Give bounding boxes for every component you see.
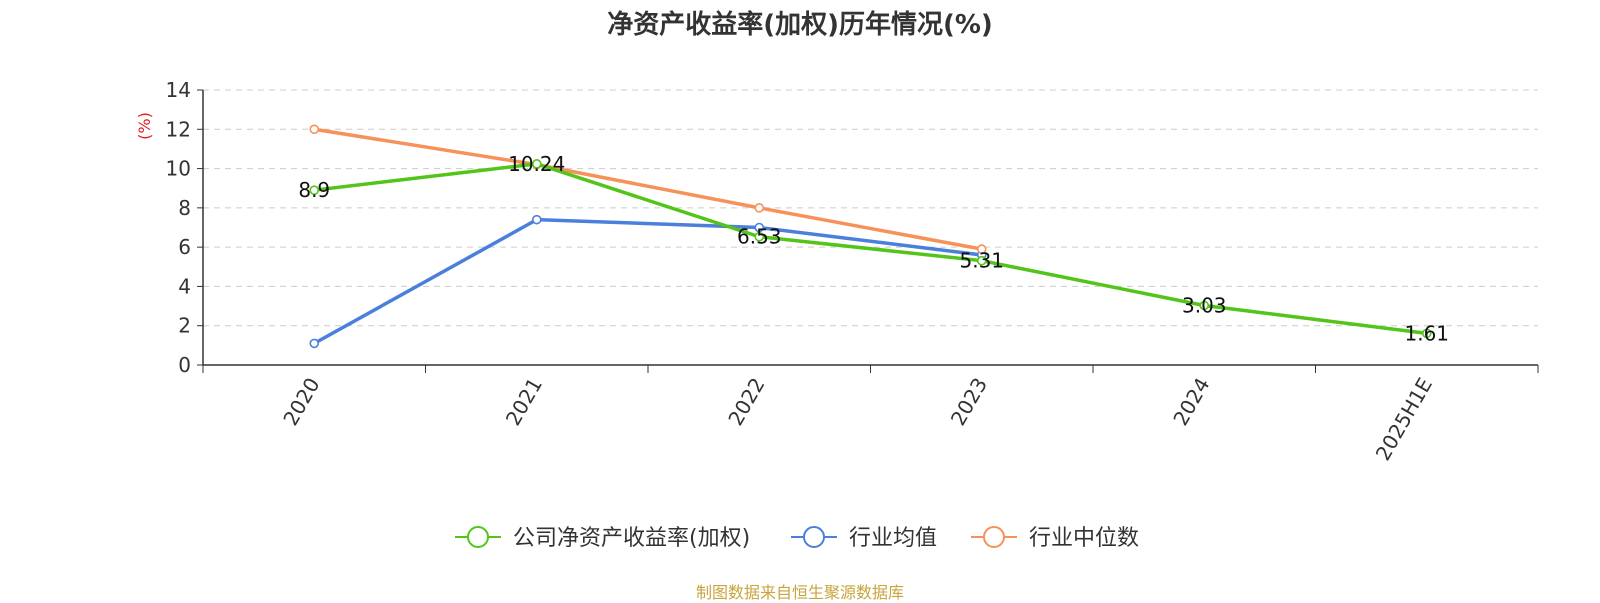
x-tick-label: 2025H1E xyxy=(1371,374,1437,465)
data-label: 6.53 xyxy=(737,225,782,249)
x-tick-label: 2023 xyxy=(946,374,992,430)
legend-label: 行业中位数 xyxy=(1029,526,1139,551)
y-tick-label: 14 xyxy=(166,78,191,102)
series-point xyxy=(531,214,542,225)
data-label: 3.03 xyxy=(1182,293,1227,317)
x-tick-label: 2022 xyxy=(723,374,769,430)
series-point xyxy=(754,203,765,213)
series-line xyxy=(314,162,1427,336)
y-tick-label: 2 xyxy=(178,314,191,338)
series-point xyxy=(531,159,542,169)
x-tick-label: 2021 xyxy=(501,374,547,430)
y-tick-label: 8 xyxy=(178,196,191,220)
series-point xyxy=(976,244,987,254)
y-tick-label: 4 xyxy=(178,274,191,298)
data-label: 5.31 xyxy=(959,249,1004,273)
x-tick-label: 2024 xyxy=(1168,374,1214,430)
series-point xyxy=(309,124,320,135)
series-line xyxy=(313,217,982,345)
data-label: 1.61 xyxy=(1404,321,1449,345)
series-point xyxy=(976,255,987,266)
x-tick-label: 2020 xyxy=(278,374,324,430)
y-axis-unit-label: (%) xyxy=(135,112,154,140)
series-point xyxy=(309,185,320,195)
series-point xyxy=(309,338,320,349)
legend-label: 行业均值 xyxy=(849,526,937,551)
y-tick-label: 10 xyxy=(166,157,191,181)
legend-marker xyxy=(983,526,1005,548)
series-point xyxy=(754,231,765,242)
y-tick-label: 6 xyxy=(178,235,191,259)
series-line xyxy=(313,127,983,251)
series-point xyxy=(1421,328,1432,339)
data-label: 8.9 xyxy=(298,178,330,202)
legend-marker xyxy=(467,526,489,548)
legend-label: 公司净资产收益率(加权) xyxy=(513,526,750,551)
source-note: 制图数据来自恒生聚源数据库 xyxy=(695,583,904,602)
series-point xyxy=(754,222,765,233)
y-tick-label: 12 xyxy=(166,117,191,141)
chart-title: 净资产收益率(加权)历年情况(%) xyxy=(607,10,993,40)
y-tick-label: 0 xyxy=(178,353,191,377)
legend-marker xyxy=(803,526,825,548)
series-point xyxy=(1199,300,1210,311)
data-label: 10.24 xyxy=(508,152,565,176)
